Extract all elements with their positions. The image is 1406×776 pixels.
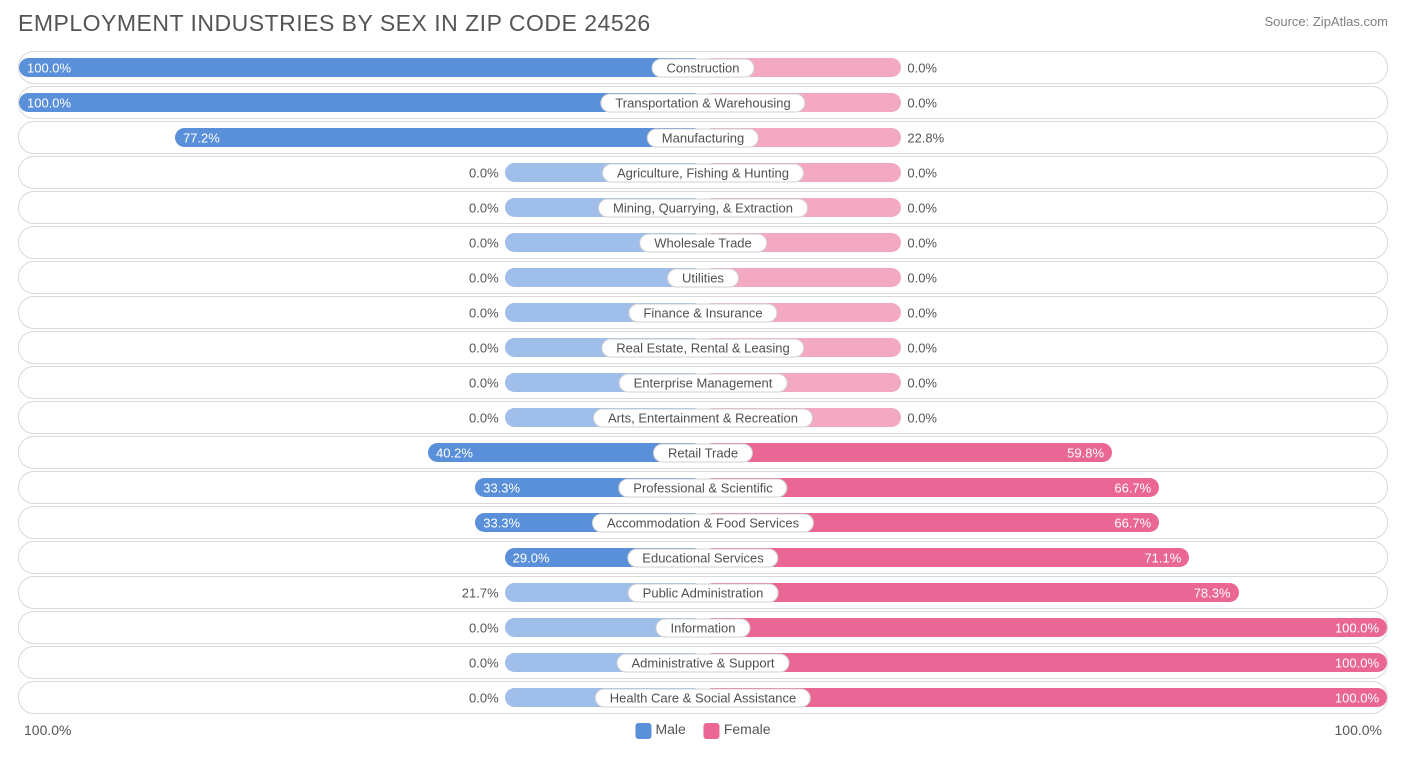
bar-row: 77.2% 22.8% Manufacturing — [18, 121, 1388, 154]
female-bar: 100.0% — [703, 653, 1387, 672]
category-label: Transportation & Warehousing — [600, 93, 805, 112]
female-pct: 0.0% — [907, 410, 937, 425]
diverging-bar-chart: 100.0% 0.0% Construction 100.0% 0.0% Transpor… — [18, 51, 1388, 714]
legend: Male Female — [635, 721, 770, 738]
bar-row: 0.0% 100.0% Health Care & Social Assistanc… — [18, 681, 1388, 714]
bar-row: 100.0% 0.0% Construction — [18, 51, 1388, 84]
male-pct: 0.0% — [469, 270, 499, 285]
male-pct: 100.0% — [27, 60, 71, 75]
bar-row: 0.0% 100.0% Information — [18, 611, 1388, 644]
chart-title: EMPLOYMENT INDUSTRIES BY SEX IN ZIP CODE… — [18, 10, 651, 37]
category-label: Administrative & Support — [616, 653, 789, 672]
category-label: Manufacturing — [647, 128, 759, 147]
bar-row: 0.0% 100.0% Administrative & Support — [18, 646, 1388, 679]
female-pct: 0.0% — [907, 60, 937, 75]
female-pct: 100.0% — [1335, 620, 1379, 635]
bar-row: 29.0% 71.1% Educational Services — [18, 541, 1388, 574]
bar-row: 100.0% 0.0% Transportation & Warehousing — [18, 86, 1388, 119]
female-pct: 66.7% — [1114, 515, 1151, 530]
category-label: Accommodation & Food Services — [592, 513, 814, 532]
male-pct: 0.0% — [469, 165, 499, 180]
category-label: Health Care & Social Assistance — [595, 688, 811, 707]
female-pct: 0.0% — [907, 375, 937, 390]
bar-row: 0.0% 0.0% Wholesale Trade — [18, 226, 1388, 259]
female-bar: 100.0% — [703, 618, 1387, 637]
male-pct: 0.0% — [469, 200, 499, 215]
male-pct: 100.0% — [27, 95, 71, 110]
male-bar: 100.0% — [19, 58, 703, 77]
male-pct: 0.0% — [469, 410, 499, 425]
bar-row: 0.0% 0.0% Mining, Quarrying, & Extraction — [18, 191, 1388, 224]
bar-row: 0.0% 0.0% Agriculture, Fishing & Hunting — [18, 156, 1388, 189]
category-label: Retail Trade — [653, 443, 753, 462]
female-pct: 71.1% — [1144, 550, 1181, 565]
female-bar: 78.3% — [703, 583, 1239, 602]
legend-female: Female — [704, 721, 771, 738]
bar-row: 0.0% 0.0% Utilities — [18, 261, 1388, 294]
male-pct: 0.0% — [469, 620, 499, 635]
male-pct: 40.2% — [436, 445, 473, 460]
male-bar: 77.2% — [175, 128, 703, 147]
female-pct: 100.0% — [1335, 655, 1379, 670]
female-pct: 0.0% — [907, 305, 937, 320]
female-bar: 59.8% — [703, 443, 1112, 462]
bar-row: 0.0% 0.0% Arts, Entertainment & Recreation — [18, 401, 1388, 434]
female-pct: 100.0% — [1335, 690, 1379, 705]
female-pct: 22.8% — [907, 130, 944, 145]
chart-header: EMPLOYMENT INDUSTRIES BY SEX IN ZIP CODE… — [18, 10, 1388, 37]
male-pct: 0.0% — [469, 305, 499, 320]
male-pct: 0.0% — [469, 340, 499, 355]
female-pct: 0.0% — [907, 95, 937, 110]
male-pct: 21.7% — [462, 585, 499, 600]
category-label: Public Administration — [628, 583, 779, 602]
female-pct: 0.0% — [907, 270, 937, 285]
category-label: Construction — [652, 58, 755, 77]
category-label: Educational Services — [627, 548, 778, 567]
category-label: Arts, Entertainment & Recreation — [593, 408, 813, 427]
female-pct: 0.0% — [907, 340, 937, 355]
category-label: Information — [655, 618, 750, 637]
axis-label-left: 100.0% — [24, 722, 71, 738]
bar-row: 33.3% 66.7% Accommodation & Food Services — [18, 506, 1388, 539]
male-swatch-icon — [635, 723, 651, 739]
chart-source: Source: ZipAtlas.com — [1264, 14, 1388, 29]
female-swatch-icon — [704, 723, 720, 739]
male-pct: 29.0% — [513, 550, 550, 565]
male-pct: 0.0% — [469, 235, 499, 250]
male-pct: 0.0% — [469, 690, 499, 705]
category-label: Wholesale Trade — [639, 233, 767, 252]
female-pct: 0.0% — [907, 165, 937, 180]
category-label: Mining, Quarrying, & Extraction — [598, 198, 808, 217]
category-label: Agriculture, Fishing & Hunting — [602, 163, 804, 182]
bar-row: 33.3% 66.7% Professional & Scientific — [18, 471, 1388, 504]
bar-row: 0.0% 0.0% Finance & Insurance — [18, 296, 1388, 329]
bar-row: 0.0% 0.0% Enterprise Management — [18, 366, 1388, 399]
category-label: Real Estate, Rental & Leasing — [601, 338, 804, 357]
male-pct: 77.2% — [183, 130, 220, 145]
male-pct: 0.0% — [469, 655, 499, 670]
male-pct: 33.3% — [483, 480, 520, 495]
chart-footer: 100.0% Male Female 100.0% — [18, 718, 1388, 742]
category-label: Professional & Scientific — [618, 478, 787, 497]
female-pct: 0.0% — [907, 235, 937, 250]
category-label: Enterprise Management — [619, 373, 788, 392]
female-pct: 78.3% — [1194, 585, 1231, 600]
bar-row: 0.0% 0.0% Real Estate, Rental & Leasing — [18, 331, 1388, 364]
female-pct: 0.0% — [907, 200, 937, 215]
male-pct: 33.3% — [483, 515, 520, 530]
bar-row: 40.2% 59.8% Retail Trade — [18, 436, 1388, 469]
axis-label-right: 100.0% — [1335, 722, 1382, 738]
female-pct: 59.8% — [1067, 445, 1104, 460]
female-pct: 66.7% — [1114, 480, 1151, 495]
male-pct: 0.0% — [469, 375, 499, 390]
category-label: Finance & Insurance — [628, 303, 777, 322]
legend-male: Male — [635, 721, 685, 738]
bar-row: 21.7% 78.3% Public Administration — [18, 576, 1388, 609]
category-label: Utilities — [667, 268, 739, 287]
